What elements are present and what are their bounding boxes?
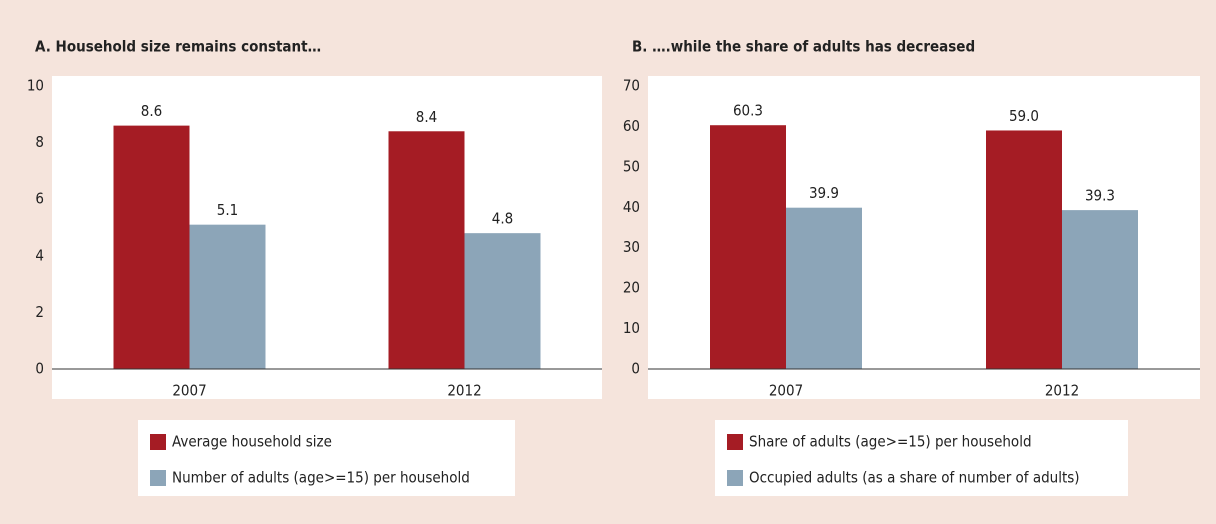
bar: [189, 224, 266, 369]
x-tick-label: 2012: [1045, 382, 1079, 400]
y-tick-label: 70: [623, 77, 640, 95]
legend-label: Share of adults (age>=15) per household: [749, 433, 1032, 451]
chart-title: A. Household size remains constant…: [35, 38, 321, 56]
legend-swatch: [150, 470, 166, 486]
x-tick-label: 2007: [769, 382, 803, 400]
y-tick-label: 8: [35, 133, 44, 151]
y-tick-label: 4: [35, 246, 44, 264]
bar: [1062, 210, 1138, 369]
data-label: 39.9: [809, 184, 839, 202]
legend-swatch: [150, 434, 166, 450]
y-tick-label: 6: [35, 190, 44, 208]
x-tick-label: 2012: [447, 382, 481, 400]
bar: [388, 131, 465, 369]
bar: [710, 125, 786, 369]
y-tick-label: 10: [27, 77, 44, 95]
legend-label: Average household size: [172, 433, 332, 451]
y-tick-label: 50: [623, 157, 640, 175]
chart-title: B. ….while the share of adults has decre…: [632, 38, 975, 56]
data-label: 59.0: [1009, 107, 1039, 125]
y-tick-label: 0: [631, 360, 640, 378]
legend: [138, 420, 515, 496]
data-label: 5.1: [217, 201, 238, 219]
y-tick-label: 60: [623, 117, 640, 135]
y-tick-label: 10: [623, 319, 640, 337]
bar: [986, 130, 1062, 369]
data-label: 8.4: [416, 108, 437, 126]
data-label: 8.6: [141, 102, 162, 120]
legend-label: Occupied adults (as a share of number of…: [749, 469, 1080, 487]
bar: [786, 207, 862, 369]
legend-label: Number of adults (age>=15) per household: [172, 469, 470, 487]
y-tick-label: 2: [35, 303, 44, 321]
bar: [464, 233, 541, 369]
y-tick-label: 30: [623, 238, 640, 256]
y-tick-label: 40: [623, 198, 640, 216]
legend-swatch: [727, 470, 743, 486]
data-label: 4.8: [492, 210, 513, 228]
bar: [113, 125, 190, 370]
y-tick-label: 20: [623, 279, 640, 297]
y-tick-label: 0: [35, 360, 44, 378]
legend-swatch: [727, 434, 743, 450]
data-label: 39.3: [1085, 187, 1115, 205]
data-label: 60.3: [733, 102, 763, 120]
x-tick-label: 2007: [172, 382, 206, 400]
legend: [715, 420, 1128, 496]
